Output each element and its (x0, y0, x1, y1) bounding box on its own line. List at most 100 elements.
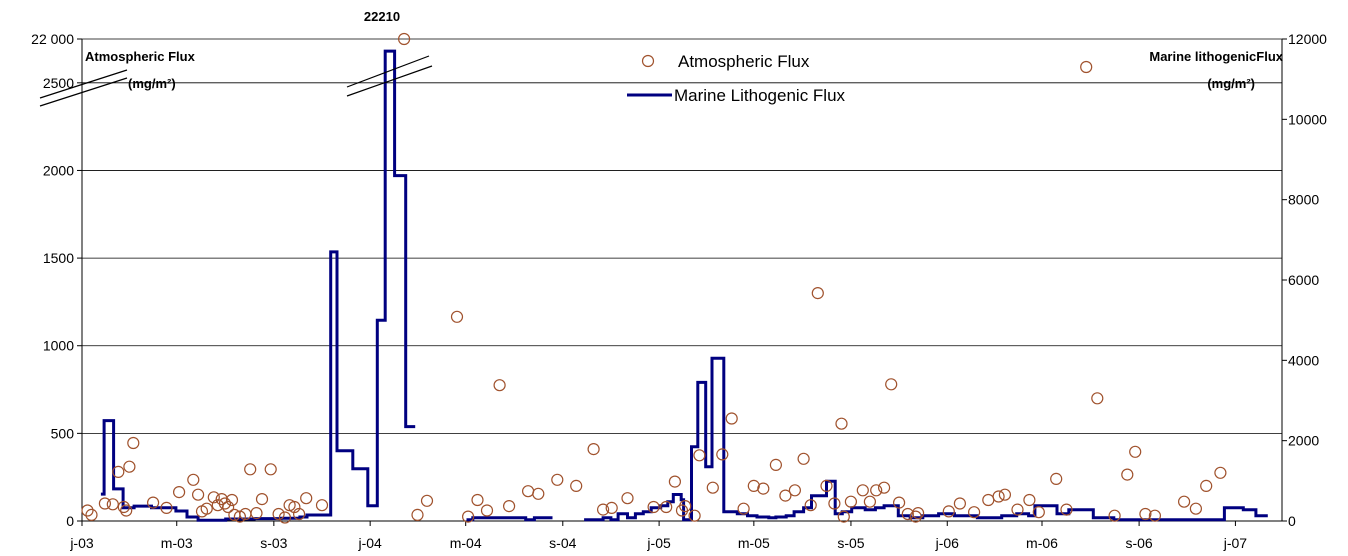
x-tick-label: j-06 (935, 535, 960, 551)
atmospheric-flux-point (1200, 479, 1213, 492)
atmospheric-flux-point (462, 510, 475, 523)
atmospheric-flux-point (1177, 495, 1191, 508)
atmospheric-flux-point (222, 500, 235, 514)
left-axis-title-line2: (mg/m²) (128, 76, 176, 91)
atmospheric-flux-point (1080, 60, 1093, 74)
atmospheric-flux-point (820, 479, 833, 492)
atmospheric-flux-point (688, 509, 701, 522)
data-break-mark (346, 55, 433, 97)
atmospheric-flux-point (293, 507, 306, 521)
atmospheric-flux-point (911, 506, 925, 520)
atmospheric-flux-point (450, 310, 464, 323)
legend-label-marine: Marine Lithogenic Flux (674, 86, 846, 105)
x-tick-label: m-05 (738, 535, 770, 551)
atmospheric-flux-point (942, 505, 955, 518)
x-tick-label: m-04 (450, 535, 482, 551)
x-tick-label: j-03 (69, 535, 94, 551)
left-tick-label-top: 22 000 (31, 31, 74, 47)
atmospheric-flux-point (315, 499, 329, 512)
atmospheric-flux-point (493, 379, 506, 392)
atmospheric-flux-point (398, 32, 411, 46)
marine-flux-step-segment (584, 356, 1268, 522)
x-tick-label: s-03 (260, 535, 287, 551)
marine-flux-step-segment (466, 516, 553, 522)
atmospheric-flux-point (747, 479, 760, 492)
atmospheric-flux-point (647, 500, 660, 514)
left-tick-label: 2500 (43, 75, 74, 91)
atmospheric-flux-point (503, 500, 516, 513)
atmospheric-flux-point (225, 493, 239, 507)
atmospheric-flux-point (863, 495, 877, 508)
atmospheric-flux-point (207, 491, 220, 504)
atmospheric-flux-point (411, 508, 424, 522)
atmospheric-flux-point (112, 465, 125, 478)
atmospheric-flux-series (81, 32, 1227, 524)
atmospheric-flux-point (835, 417, 848, 430)
marine-flux-step-segment (100, 49, 416, 522)
atmospheric-flux-point (521, 485, 535, 498)
atmospheric-flux-point (877, 481, 891, 494)
atmospheric-flux-point (551, 473, 564, 486)
atmospheric-flux-point (870, 484, 883, 497)
atmospheric-flux-point (532, 487, 545, 500)
atmospheric-flux-point (250, 506, 263, 520)
atmospheric-flux-point (123, 460, 136, 473)
atmospheric-flux-point (471, 493, 484, 507)
atmospheric-flux-point (570, 479, 583, 492)
atmospheric-flux-point (953, 497, 967, 510)
legend-label-atmospheric: Atmospheric Flux (678, 52, 810, 71)
left-tick-label: 0 (66, 513, 74, 529)
atmospheric-flux-point (797, 452, 810, 465)
left-tick-label: 1000 (43, 338, 74, 354)
atmospheric-flux-point (1032, 506, 1045, 519)
atmospheric-flux-point (982, 493, 995, 507)
break-value-label: 22210 (364, 9, 400, 24)
atmospheric-flux-point (200, 502, 213, 515)
atmospheric-flux-point (885, 378, 898, 391)
atmospheric-flux-point (187, 473, 200, 486)
atmospheric-flux-point (480, 504, 494, 517)
atmospheric-flux-point (769, 458, 783, 471)
atmospheric-flux-point (272, 507, 285, 521)
x-tick-label: s-05 (837, 535, 864, 551)
atmospheric-flux-point (587, 443, 600, 456)
gridlines (82, 38, 1282, 434)
x-tick-label: m-03 (161, 535, 193, 551)
atmospheric-flux-point (998, 488, 1012, 501)
atmospheric-flux-point (844, 495, 858, 508)
atmospheric-flux-point (909, 510, 922, 523)
x-tick-label: j-04 (357, 535, 382, 551)
atmospheric-flux-point (737, 502, 750, 515)
atmospheric-flux-point (1148, 509, 1162, 522)
atmospheric-flux-point (716, 448, 729, 461)
left-axis-break-mark (39, 69, 128, 107)
atmospheric-flux-point (779, 489, 792, 502)
atmospheric-flux-point (725, 412, 738, 425)
atmospheric-flux-point (1121, 468, 1134, 481)
legend-marker-atmospheric (641, 54, 655, 68)
atmospheric-flux-point (300, 492, 313, 505)
left-tick-label: 1500 (43, 250, 74, 266)
atmospheric-flux-point (668, 475, 682, 488)
right-tick-label: 0 (1288, 513, 1296, 529)
atmospheric-flux-point (233, 510, 246, 523)
right-tick-label: 12000 (1288, 31, 1327, 47)
atmospheric-flux-point (218, 497, 231, 510)
right-tick-label: 4000 (1288, 352, 1319, 368)
atmospheric-flux-point (98, 497, 112, 510)
atmospheric-flux-point (679, 500, 692, 513)
x-tick-label: s-06 (1125, 535, 1152, 551)
right-axis-title-line2: (mg/m²) (1207, 76, 1255, 91)
right-axis-title-line1: Marine lithogenicFlux (1149, 49, 1283, 64)
atmospheric-flux-point (992, 490, 1005, 503)
atmospheric-flux-point (901, 507, 914, 521)
right-tick-label: 6000 (1288, 272, 1319, 288)
atmospheric-flux-point (892, 496, 906, 509)
atmospheric-flux-point (1050, 472, 1063, 485)
atmospheric-flux-point (244, 463, 257, 476)
atmospheric-flux-point (804, 499, 817, 512)
axes (77, 38, 1287, 526)
atmospheric-flux-point (1091, 392, 1104, 405)
atmospheric-flux-point (1214, 466, 1227, 479)
